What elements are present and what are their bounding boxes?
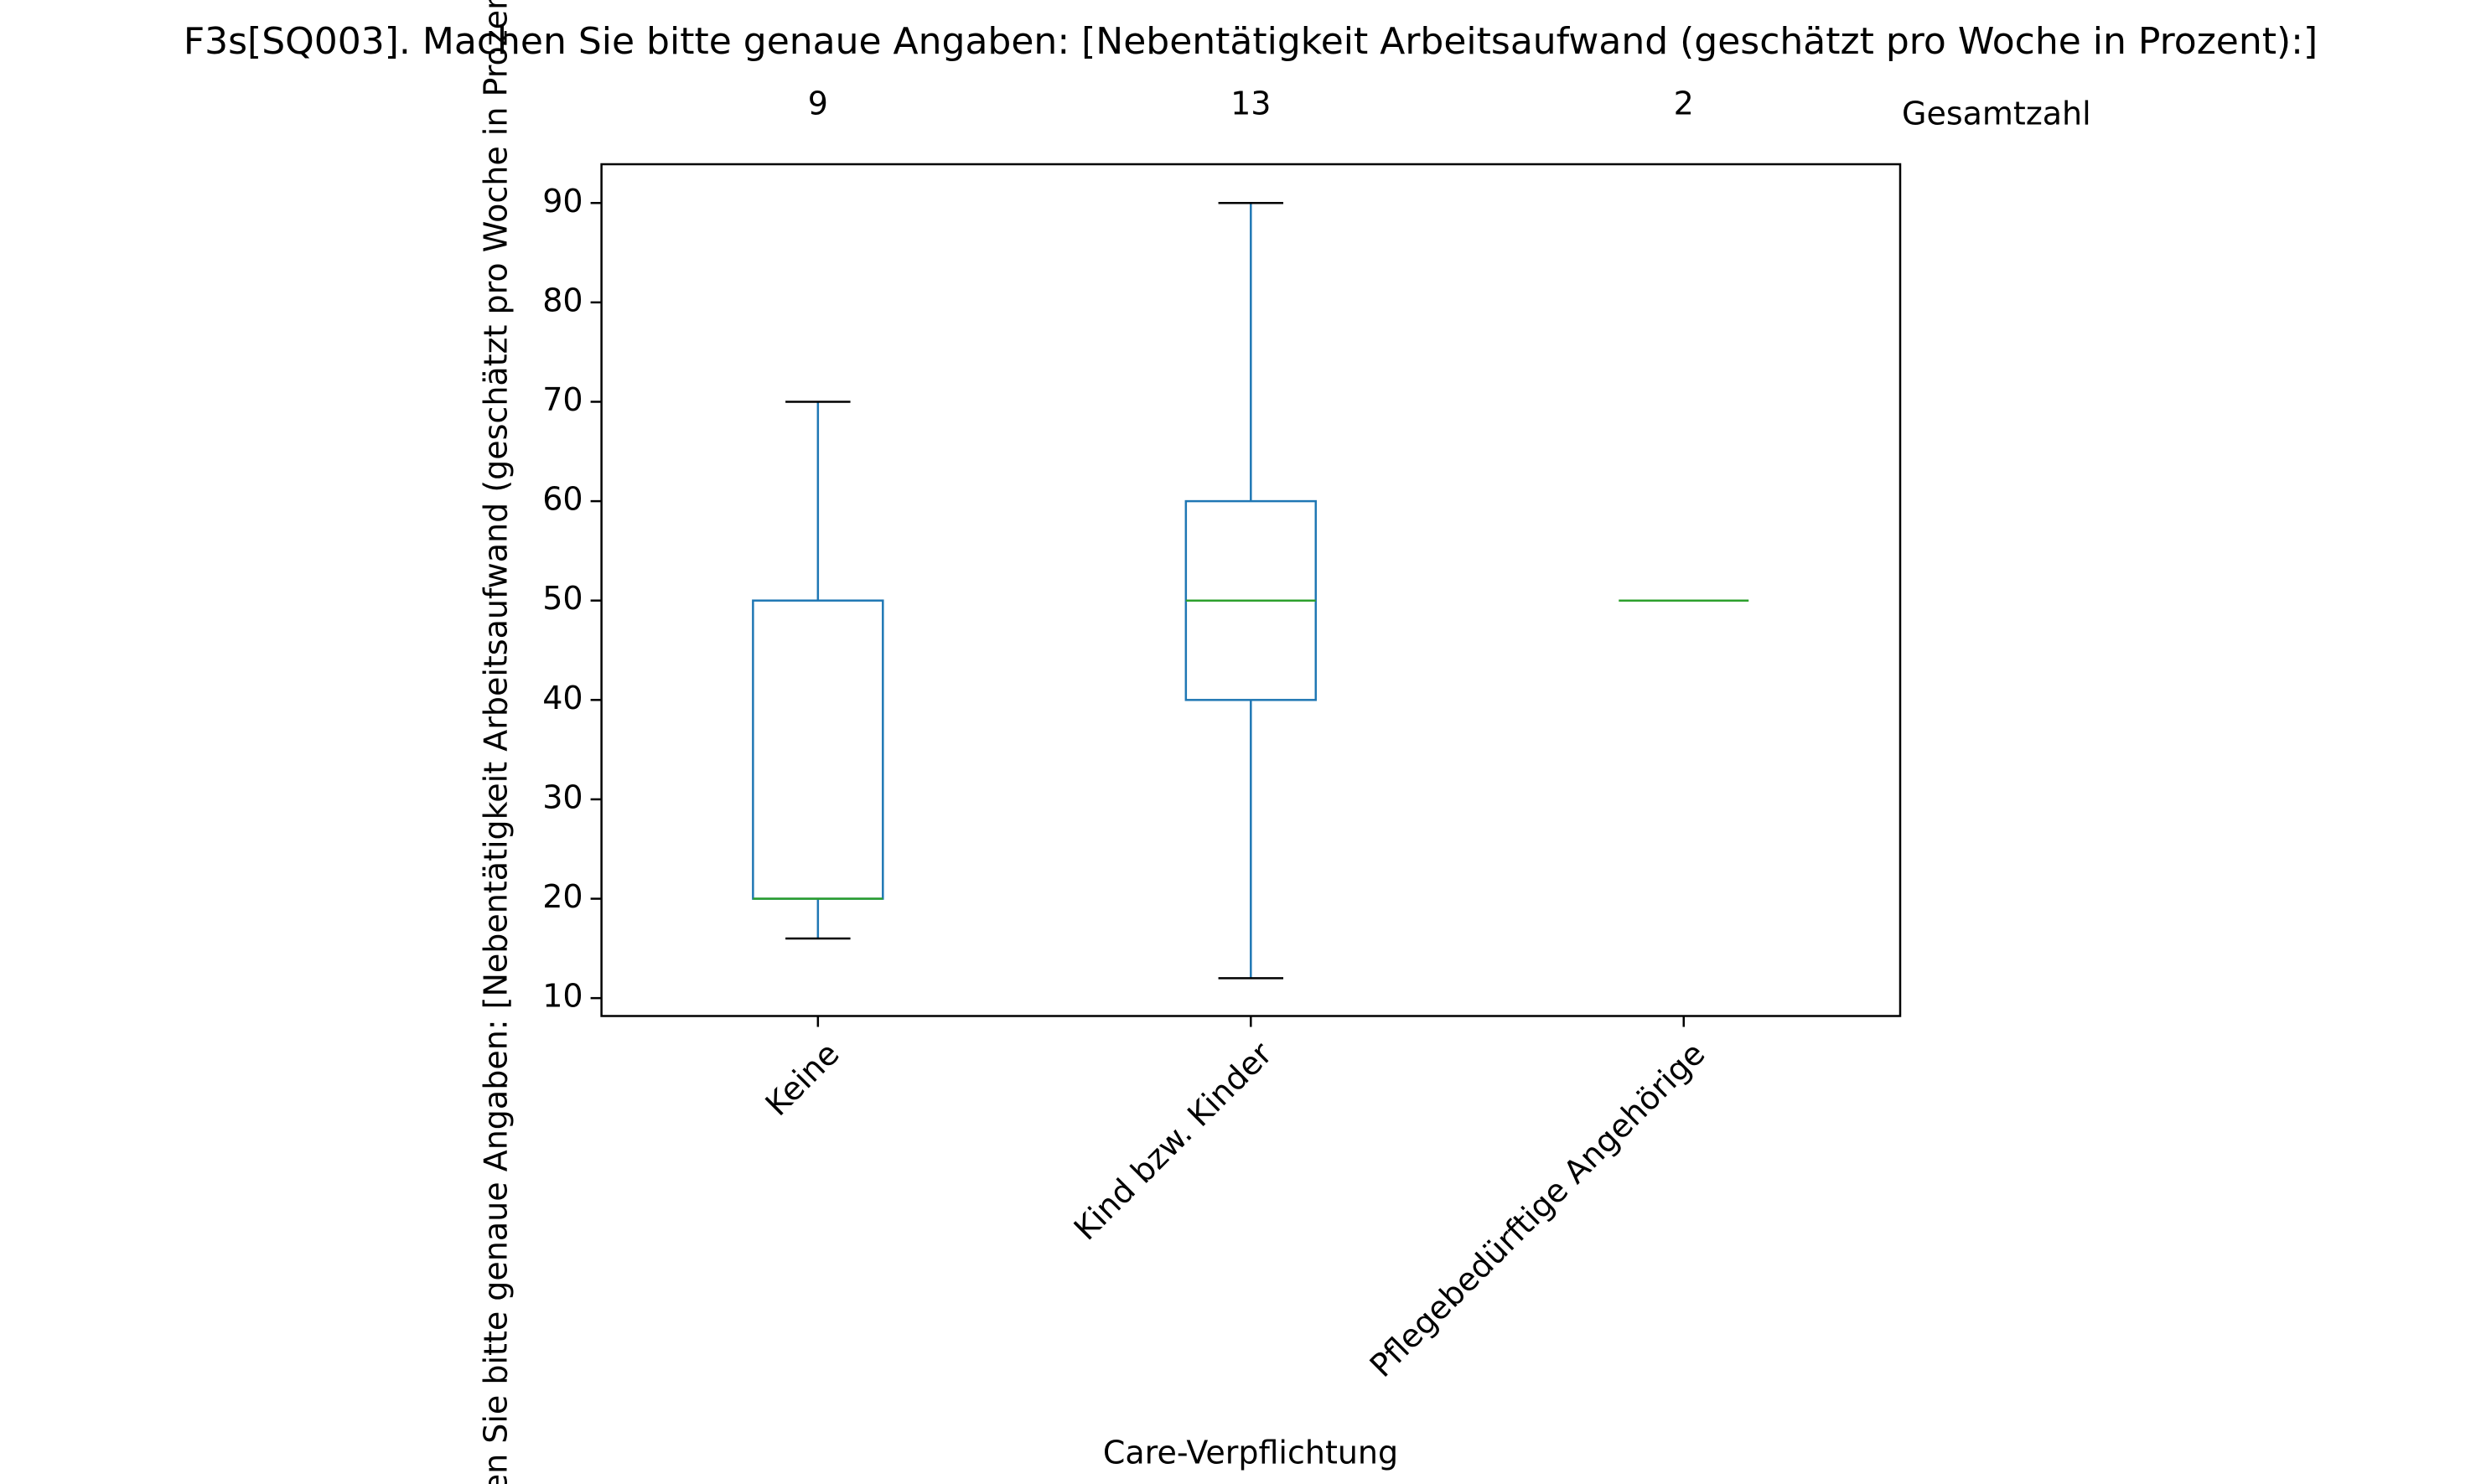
y-tick-label: 50: [542, 580, 583, 617]
y-tick-label: 30: [542, 778, 583, 815]
counts-label: Gesamtzahl: [1902, 96, 2091, 132]
y-tick-label: 40: [542, 680, 583, 716]
count-label: 2: [1674, 85, 1694, 122]
count-label: 9: [808, 85, 828, 122]
y-tick-label: 70: [542, 381, 583, 418]
y-tick-label: 90: [542, 183, 583, 220]
x-tick-label: Pflegebedürftige Angehörige: [1363, 1035, 1712, 1384]
y-tick-label: 60: [542, 481, 583, 518]
y-tick-label: 10: [542, 978, 583, 1015]
x-axis-label: Care-Verpflichtung: [1103, 1435, 1398, 1471]
box: [752, 599, 884, 900]
chart-title: F3s[SQ003]. Machen Sie bitte genaue Anga…: [184, 20, 2318, 63]
x-tick-label: Kind bzw. Kinder: [1067, 1035, 1280, 1248]
y-tick-label: 80: [542, 282, 583, 318]
count-label: 13: [1230, 85, 1271, 122]
y-tick-label: 20: [542, 878, 583, 915]
x-tick-label: Keine: [759, 1035, 847, 1123]
y-axis-label: F3s[SQ003]. Machen Sie bitte genaue Anga…: [478, 0, 515, 1484]
